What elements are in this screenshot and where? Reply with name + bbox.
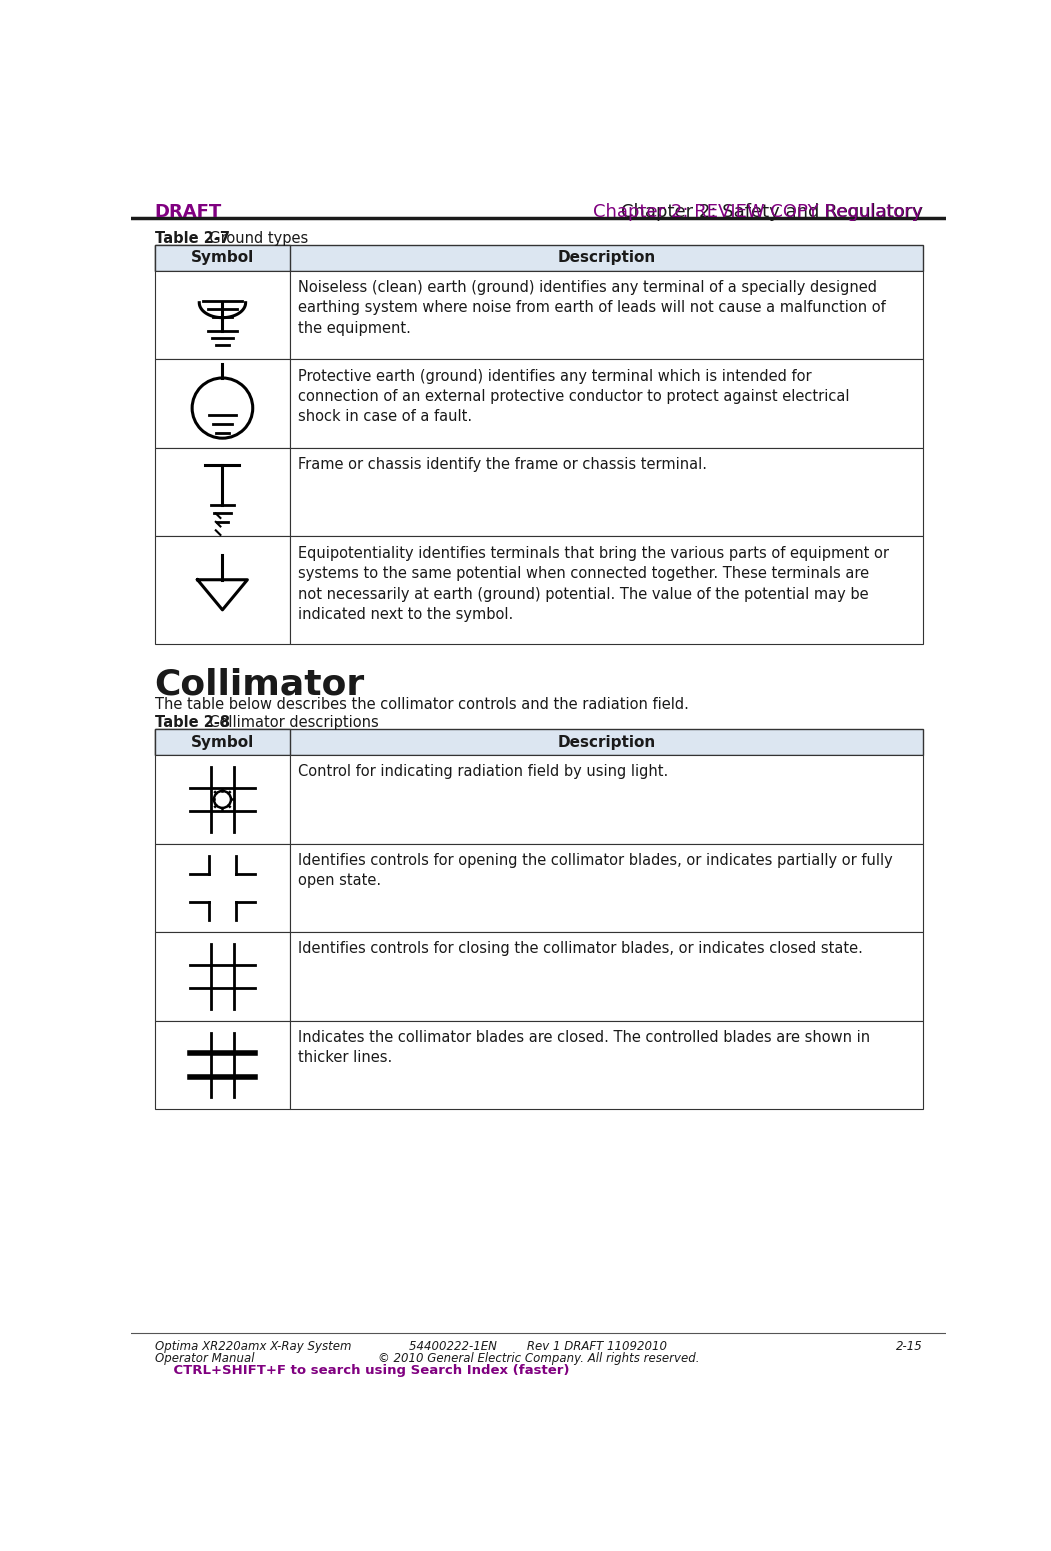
Bar — [290, 448, 923, 537]
Bar — [154, 1021, 290, 1109]
Text: Table 2-7: Table 2-7 — [154, 231, 229, 245]
Bar — [290, 537, 923, 644]
Text: © 2010 General Electric Company. All rights reserved.: © 2010 General Electric Company. All rig… — [377, 1352, 699, 1365]
Bar — [154, 448, 290, 537]
Bar — [154, 729, 923, 755]
Text: Ground types: Ground types — [200, 231, 308, 245]
Text: CTRL+SHIFT+F to search using Search Index (faster): CTRL+SHIFT+F to search using Search Inde… — [154, 1365, 570, 1377]
Text: Protective earth (ground) identifies any terminal which is intended for
connecti: Protective earth (ground) identifies any… — [298, 369, 849, 425]
Bar — [154, 245, 923, 271]
Text: 54400222-1EN        Rev 1 DRAFT 11092010: 54400222-1EN Rev 1 DRAFT 11092010 — [409, 1340, 667, 1352]
Text: The table below describes the collimator controls and the radiation field.: The table below describes the collimator… — [154, 696, 688, 712]
Text: Optima XR220amx X-Ray System: Optima XR220amx X-Ray System — [154, 1340, 351, 1352]
Bar — [154, 245, 290, 271]
Text: Symbol: Symbol — [191, 735, 254, 749]
Text: DRAFT: DRAFT — [154, 203, 222, 222]
Bar — [154, 844, 290, 932]
Bar — [290, 844, 923, 932]
Bar — [290, 755, 923, 844]
Text: Description: Description — [557, 735, 656, 749]
Text: Table 2-8: Table 2-8 — [154, 715, 230, 731]
Text: Symbol: Symbol — [191, 250, 254, 265]
Bar — [154, 729, 290, 755]
Bar — [290, 1021, 923, 1109]
Text: Control for indicating radiation field by using light.: Control for indicating radiation field b… — [298, 765, 668, 780]
Text: Chapter 2: REVIEW COPY Regulatory: Chapter 2: REVIEW COPY Regulatory — [594, 203, 923, 222]
Bar — [154, 932, 290, 1021]
Bar — [154, 271, 290, 360]
Text: Description: Description — [557, 250, 656, 265]
Bar — [290, 932, 923, 1021]
Text: Collimator: Collimator — [154, 667, 365, 701]
Text: Chapter 2: Safety and Regulatory: Chapter 2: Safety and Regulatory — [620, 203, 923, 222]
Text: Equipotentiality identifies terminals that bring the various parts of equipment : Equipotentiality identifies terminals th… — [298, 546, 889, 622]
Bar — [154, 755, 290, 844]
Bar — [154, 537, 290, 644]
Bar — [154, 360, 290, 448]
Text: Noiseless (clean) earth (ground) identifies any terminal of a specially designed: Noiseless (clean) earth (ground) identif… — [298, 281, 886, 337]
Text: Identifies controls for closing the collimator blades, or indicates closed state: Identifies controls for closing the coll… — [298, 941, 863, 957]
Text: Collimator descriptions: Collimator descriptions — [200, 715, 378, 731]
Text: Indicates the collimator blades are closed. The controlled blades are shown in
t: Indicates the collimator blades are clos… — [298, 1030, 870, 1066]
Text: 2-15: 2-15 — [895, 1340, 923, 1352]
Bar — [290, 360, 923, 448]
Text: Identifies controls for opening the collimator blades, or indicates partially or: Identifies controls for opening the coll… — [298, 853, 892, 889]
Bar — [290, 271, 923, 360]
Text: Frame or chassis identify the frame or chassis terminal.: Frame or chassis identify the frame or c… — [298, 458, 707, 472]
Text: Operator Manual: Operator Manual — [154, 1352, 254, 1365]
